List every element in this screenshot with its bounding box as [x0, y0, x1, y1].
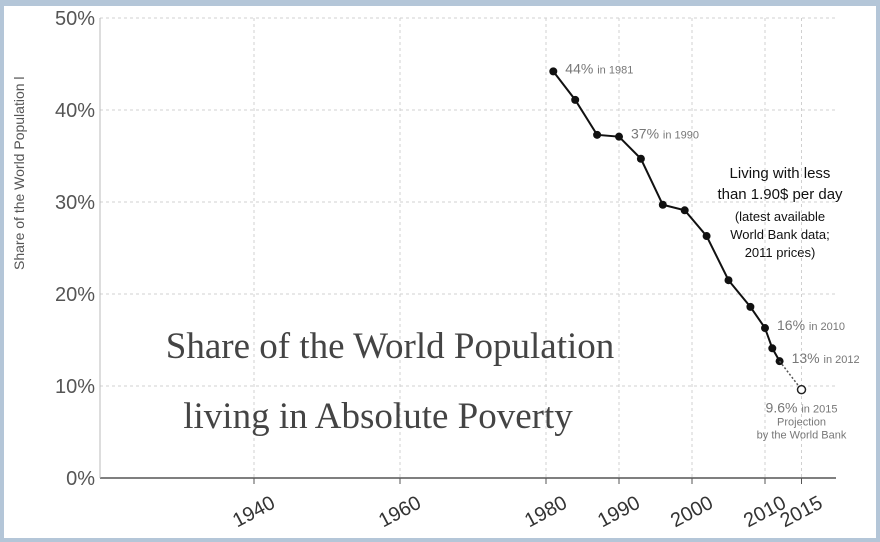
- chart-frame: 0% 10% 20% 30% 40% 50% 1940 1960 1980 1990 2000 20…: [4, 6, 876, 538]
- y-tick-label: 50%: [55, 8, 95, 30]
- legend-note: Living with less than 1.90$ per day (lat…: [717, 165, 843, 260]
- projection-note: Projection: [777, 417, 826, 429]
- data-point: [615, 132, 623, 141]
- data-label-value: 37%: [631, 126, 659, 142]
- data-point: [593, 130, 602, 139]
- data-label-value: 9.6%: [766, 400, 798, 416]
- y-axis-label: Share of the World Population l: [11, 76, 27, 270]
- data-label-value: 13%: [792, 350, 820, 366]
- data-label: 44% in 1981: [565, 60, 633, 76]
- data-point: [768, 344, 777, 353]
- x-tick-label: 1990: [594, 492, 644, 532]
- data-label-value: 44%: [565, 60, 593, 76]
- axes: [99, 18, 836, 479]
- title-line-2: living in Absolute Poverty: [183, 396, 573, 437]
- data-point: [746, 302, 755, 311]
- series-layer: [549, 67, 807, 395]
- y-tick-label: 0%: [66, 468, 95, 490]
- grid-lines: [100, 17, 836, 484]
- x-tick-label: 2000: [667, 492, 717, 532]
- legend-line-1: Living with less: [730, 165, 831, 182]
- y-tick-label: 10%: [55, 376, 95, 398]
- data-point: [571, 95, 580, 104]
- data-label-year: in 1981: [597, 64, 633, 76]
- x-tick-label: 1980: [521, 492, 571, 532]
- poverty-line-chart: 0% 10% 20% 30% 40% 50% 1940 1960 1980 1990 2000 20…: [11, 8, 860, 532]
- legend-line-5: 2011 prices): [745, 245, 816, 260]
- legend-line-3: (latest available: [735, 209, 825, 224]
- x-tick-label: 2015: [777, 492, 827, 532]
- data-label: 37% in 1990: [631, 126, 699, 142]
- data-point: [702, 232, 711, 241]
- legend-line-4: World Bank data;: [730, 227, 829, 242]
- y-tick-label: 40%: [55, 100, 95, 122]
- y-tick-label: 20%: [55, 284, 95, 306]
- data-label-value: 16%: [777, 317, 805, 333]
- data-point: [761, 324, 769, 333]
- data-label-year: in 2015: [801, 404, 837, 416]
- x-tick-label: 1940: [229, 492, 279, 532]
- projection-point: [796, 384, 807, 395]
- projection-line: [779, 360, 803, 391]
- annotations: 44% in 1981 37% in 1990 16% in 2010 13% in …: [565, 60, 859, 441]
- chart-title: Share of the World Population living in …: [166, 326, 615, 437]
- data-label-year: in 2010: [809, 321, 845, 333]
- data-point: [658, 200, 667, 209]
- data-label-year: in 1990: [663, 130, 699, 142]
- y-tick-labels: 0% 10% 20% 30% 40% 50%: [55, 8, 95, 490]
- x-tick-label: 1960: [375, 492, 425, 532]
- data-label: 16% in 2010: [777, 317, 845, 333]
- data-label: 13% in 2012: [792, 350, 860, 366]
- legend-line-2: than 1.90$ per day: [717, 186, 843, 203]
- data-point: [680, 206, 689, 215]
- data-label-year: in 2012: [824, 354, 860, 366]
- title-line-1: Share of the World Population: [166, 326, 615, 367]
- data-point: [549, 67, 558, 76]
- y-tick-label: 30%: [55, 192, 95, 214]
- projection-note: by the World Bank: [757, 430, 847, 442]
- data-point: [724, 276, 733, 285]
- data-point: [636, 154, 645, 163]
- data-label: 9.6% in 2015: [766, 400, 838, 416]
